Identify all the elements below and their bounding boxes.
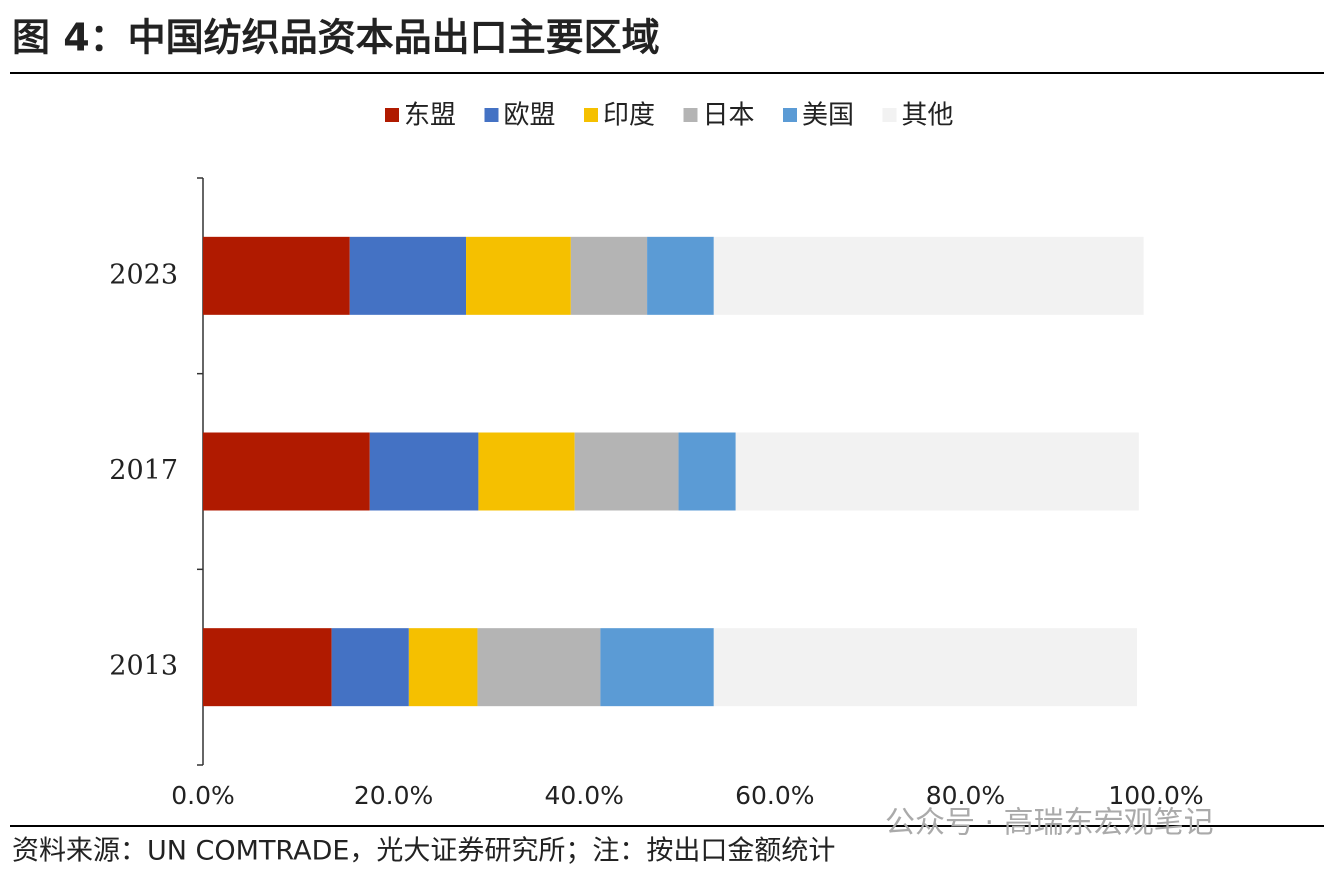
chart-title: 图 4：中国纺织品资本品出口主要区域: [12, 16, 660, 60]
y-tick-label: 2023: [109, 259, 178, 290]
bar-segment: [349, 236, 467, 315]
bar-segment: [369, 432, 479, 511]
bar-segment: [735, 432, 1139, 511]
legend-swatch: [882, 108, 897, 122]
bar-segment: [713, 628, 1137, 707]
bar-segment: [203, 628, 332, 707]
legend-swatch: [783, 108, 797, 122]
legend-swatch: [584, 108, 598, 122]
bar-segment: [203, 432, 370, 511]
bar-segment: [713, 236, 1144, 315]
bar-segment: [647, 236, 714, 315]
y-tick-label: 2013: [109, 651, 178, 682]
legend-label: 日本: [703, 101, 755, 131]
bar-segment: [466, 236, 571, 315]
bar-segment: [478, 432, 575, 511]
x-tick-label: 100.0%: [1108, 781, 1203, 810]
bar-segment: [477, 628, 601, 707]
x-tick-label: 80.0%: [926, 781, 1005, 810]
watermark: 公众号 · 高瑞东宏观笔记: [885, 806, 1214, 841]
bar-segment: [203, 236, 350, 315]
bar-segment: [331, 628, 409, 707]
legend-swatch: [385, 108, 399, 122]
legend-label: 美国: [802, 101, 854, 131]
legend-swatch: [683, 108, 698, 122]
source-note: 资料来源：UN COMTRADE，光大证券研究所；注：按出口金额统计: [12, 836, 835, 867]
bar-segment: [600, 628, 714, 707]
legend-label: 东盟: [404, 101, 456, 131]
bar-segment: [574, 432, 679, 511]
y-tick-label: 2017: [109, 455, 178, 486]
x-tick-label: 20.0%: [354, 781, 433, 810]
legend-label: 欧盟: [504, 101, 556, 131]
x-tick-label: 0.0%: [171, 781, 235, 810]
legend-label: 印度: [603, 101, 655, 131]
bar-segment: [570, 236, 648, 315]
legend-label: 其他: [902, 101, 954, 131]
bar-segment: [408, 628, 478, 707]
bar-segment: [678, 432, 736, 511]
legend-swatch: [484, 108, 499, 122]
x-tick-label: 40.0%: [544, 781, 623, 810]
x-tick-label: 60.0%: [735, 781, 814, 810]
